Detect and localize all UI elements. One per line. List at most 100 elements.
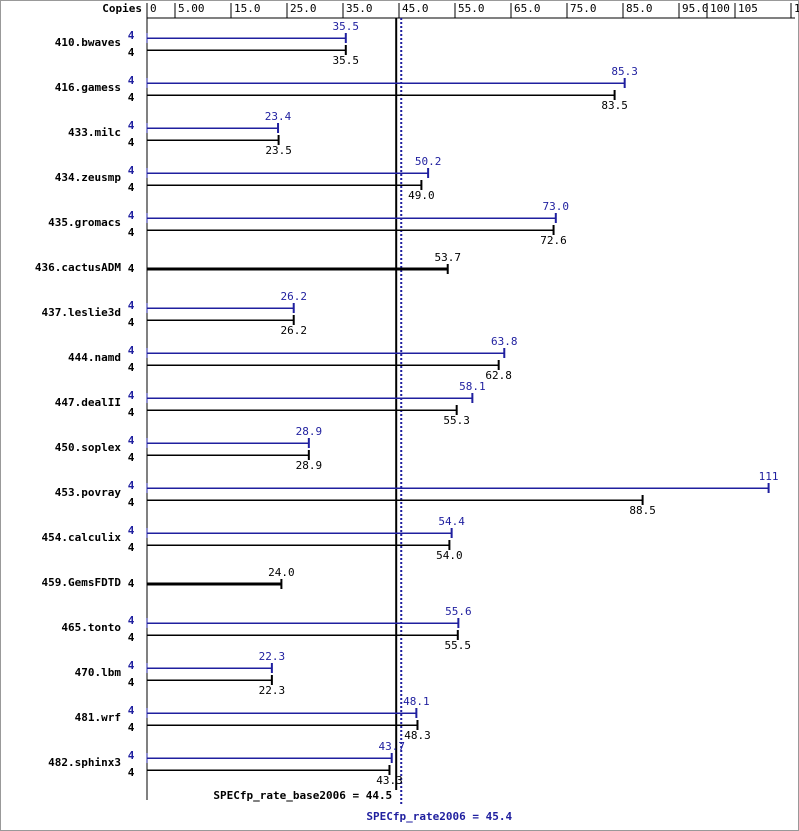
copies: 4 bbox=[128, 676, 135, 689]
value-label: 72.6 bbox=[540, 234, 567, 247]
copies: 4 bbox=[128, 361, 135, 374]
value-label: 55.6 bbox=[445, 605, 472, 618]
copies: 4 bbox=[128, 659, 135, 672]
category-label: 436.cactusADM bbox=[35, 261, 121, 274]
value-label: 63.8 bbox=[491, 335, 518, 348]
value-label: 28.9 bbox=[296, 459, 323, 472]
category-label: 459.GemsFDTD bbox=[42, 576, 122, 589]
value-label: 55.3 bbox=[443, 414, 470, 427]
category-label: 454.calculix bbox=[42, 531, 122, 544]
x-tick-label: 5.00 bbox=[178, 2, 205, 15]
value-label: 54.0 bbox=[436, 549, 463, 562]
bar bbox=[147, 352, 505, 354]
bar bbox=[147, 217, 556, 219]
copies: 4 bbox=[128, 704, 135, 717]
value-label: 85.3 bbox=[611, 65, 638, 78]
copies: 4 bbox=[128, 389, 135, 402]
copies: 4 bbox=[128, 209, 135, 222]
x-tick-label: 45.0 bbox=[402, 2, 429, 15]
x-tick-label: 85.0 bbox=[626, 2, 653, 15]
bar bbox=[147, 307, 294, 309]
x-tick-label: 35.0 bbox=[346, 2, 373, 15]
value-label: 23.5 bbox=[265, 144, 292, 157]
category-label: 482.sphinx3 bbox=[48, 756, 121, 769]
bar bbox=[147, 229, 554, 231]
value-label: 58.1 bbox=[459, 380, 486, 393]
bar bbox=[147, 532, 452, 534]
copies: 4 bbox=[128, 299, 135, 312]
bar bbox=[147, 397, 473, 399]
bar bbox=[147, 139, 279, 141]
copies: 4 bbox=[128, 262, 135, 275]
value-label: 35.5 bbox=[333, 54, 360, 67]
value-label: 55.5 bbox=[445, 639, 472, 652]
value-label: 73.0 bbox=[543, 200, 570, 213]
value-label: 22.3 bbox=[259, 650, 286, 663]
copies: 4 bbox=[128, 29, 135, 42]
category-label: 447.dealII bbox=[55, 396, 121, 409]
copies: 4 bbox=[128, 344, 135, 357]
x-tick-label: 95.0 bbox=[682, 2, 709, 15]
bar bbox=[147, 679, 272, 681]
copies: 4 bbox=[128, 434, 135, 447]
copies: 4 bbox=[128, 524, 135, 537]
category-label: 465.tonto bbox=[61, 621, 121, 634]
bar bbox=[147, 667, 272, 669]
x-tick-label: 0 bbox=[150, 2, 157, 15]
bar bbox=[147, 544, 450, 546]
bar bbox=[147, 364, 499, 366]
copies: 4 bbox=[128, 766, 135, 779]
value-label: 48.1 bbox=[403, 695, 430, 708]
value-label: 43.3 bbox=[376, 774, 403, 787]
x-tick-label: 75.0 bbox=[570, 2, 597, 15]
value-label: 26.2 bbox=[280, 290, 307, 303]
reference-label: SPECfp_rate_base2006 = 44.5 bbox=[213, 789, 392, 802]
copies: 4 bbox=[128, 631, 135, 644]
reference-label: SPECfp_rate2006 = 45.4 bbox=[366, 810, 512, 823]
copies: 4 bbox=[128, 46, 135, 59]
value-label: 35.5 bbox=[333, 20, 360, 33]
copies: 4 bbox=[128, 136, 135, 149]
category-label: 450.soplex bbox=[55, 441, 122, 454]
bar bbox=[147, 499, 643, 501]
value-label: 111 bbox=[759, 470, 779, 483]
bar bbox=[147, 37, 346, 39]
bar bbox=[147, 267, 448, 271]
bar bbox=[147, 319, 294, 321]
bar bbox=[147, 49, 346, 51]
bar bbox=[147, 757, 392, 759]
x-tick-label: 15.0 bbox=[234, 2, 261, 15]
bar bbox=[147, 769, 390, 771]
bar bbox=[147, 622, 459, 624]
value-label: 22.3 bbox=[259, 684, 286, 697]
bar bbox=[147, 724, 418, 726]
copies: 4 bbox=[128, 749, 135, 762]
value-label: 54.4 bbox=[438, 515, 465, 528]
value-label: 49.0 bbox=[408, 189, 435, 202]
category-label: 444.namd bbox=[68, 351, 121, 364]
value-label: 48.3 bbox=[404, 729, 431, 742]
category-label: 410.bwaves bbox=[55, 36, 121, 49]
bar bbox=[147, 94, 615, 96]
x-tick-label: 115 bbox=[794, 2, 799, 15]
copies: 4 bbox=[128, 74, 135, 87]
copies: 4 bbox=[128, 721, 135, 734]
x-tick-label: 65.0 bbox=[514, 2, 541, 15]
copies: 4 bbox=[128, 541, 135, 554]
bar bbox=[147, 634, 458, 636]
value-label: 28.9 bbox=[296, 425, 323, 438]
value-label: 83.5 bbox=[601, 99, 628, 112]
x-tick-label: 100 bbox=[710, 2, 730, 15]
value-label: 23.4 bbox=[265, 110, 292, 123]
copies: 4 bbox=[128, 577, 135, 590]
x-tick-label: 105 bbox=[738, 2, 758, 15]
bar bbox=[147, 712, 417, 714]
copies: 4 bbox=[128, 479, 135, 492]
bar bbox=[147, 409, 457, 411]
copies: 4 bbox=[128, 614, 135, 627]
bar bbox=[147, 487, 769, 489]
bar bbox=[147, 582, 282, 586]
category-label: 416.gamess bbox=[55, 81, 121, 94]
x-tick-label: 55.0 bbox=[458, 2, 485, 15]
